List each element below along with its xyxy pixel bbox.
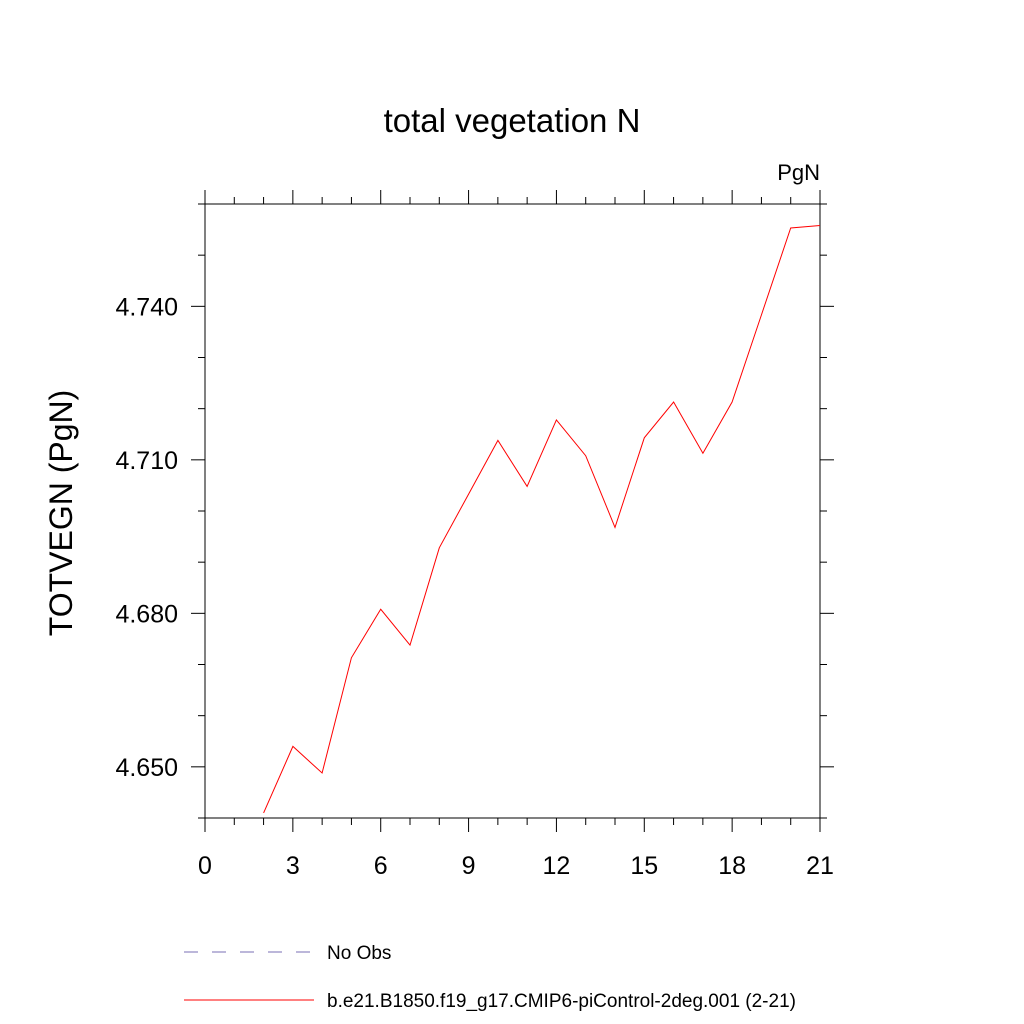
y-tick-label: 4.740 [115,293,178,321]
x-tick-label: 21 [806,852,834,880]
x-tick-label: 6 [374,852,388,880]
x-tick-label: 3 [286,852,300,880]
series-line [263,225,821,814]
y-tick-label: 4.680 [115,600,178,628]
x-tick-label: 15 [630,852,658,880]
y-tick-label: 4.650 [115,754,178,782]
y-tick-label: 4.710 [115,447,178,475]
legend: No Obs b.e21.B1850.f19_g17.CMIP6-piContro… [184,943,796,1012]
x-tick-label: 0 [198,852,212,880]
series-layer [263,225,821,814]
chart-title: total vegetation N [384,102,641,139]
x-tick-label: 12 [543,852,571,880]
legend-label: No Obs [327,943,391,964]
plot-frame [204,203,821,819]
x-tick-label: 18 [718,852,746,880]
axis-ticks [191,190,834,832]
units-label: PgN [777,160,820,185]
x-tick-label: 9 [462,852,476,880]
y-axis-label: TOTVEGN (PgN) [43,390,79,637]
legend-label: b.e21.B1850.f19_g17.CMIP6-piControl-2deg… [327,991,796,1012]
axis-tick-labels: 0 3 6 9 12 15 18 21 4.650 4.680 4.710 4.740 [115,293,833,880]
